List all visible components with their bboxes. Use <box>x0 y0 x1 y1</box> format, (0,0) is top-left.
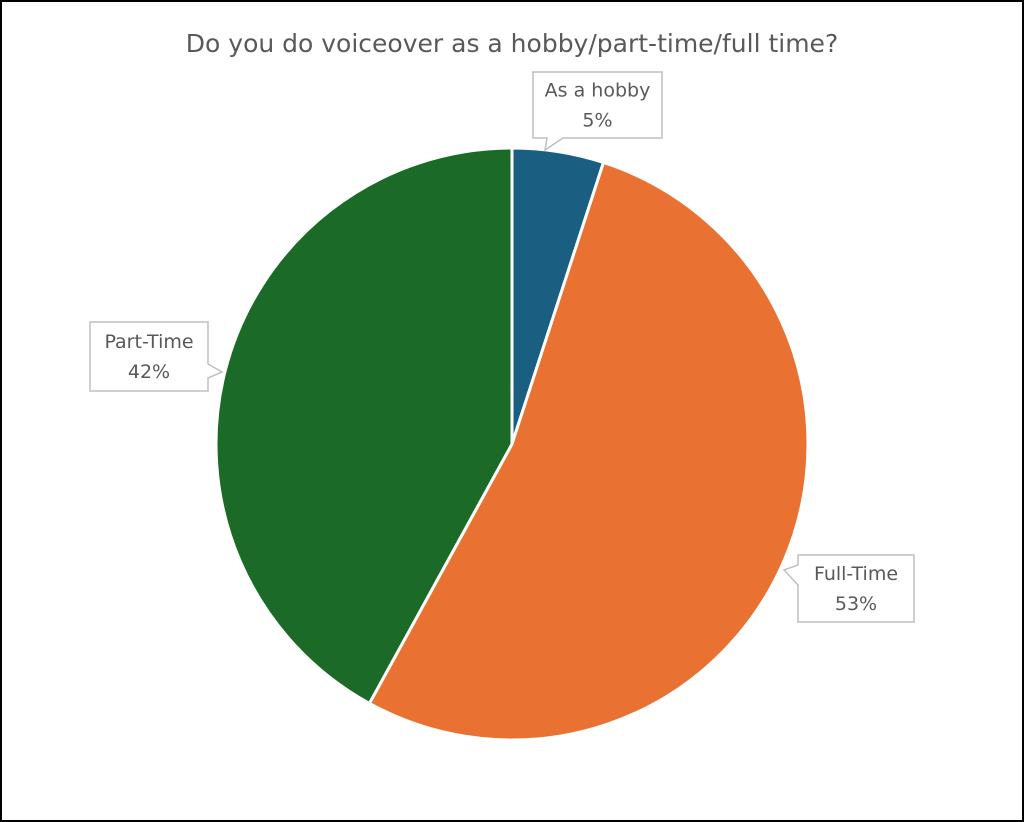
data-label-value: 53% <box>835 593 877 615</box>
data-label-value: 42% <box>128 361 170 383</box>
data-label-category: Part-Time <box>104 331 193 353</box>
pie-slice <box>367 160 810 742</box>
pie-slice <box>214 146 514 706</box>
data-label-value: 5% <box>582 110 612 132</box>
data-label-box <box>532 71 663 152</box>
data-label-box <box>89 321 224 392</box>
chart-title: Do you do voiceover as a hobby/part-time… <box>186 29 838 58</box>
data-label-category: As a hobby <box>545 80 651 102</box>
data-label-box <box>782 554 915 623</box>
data-label-category: Full-Time <box>814 563 898 585</box>
